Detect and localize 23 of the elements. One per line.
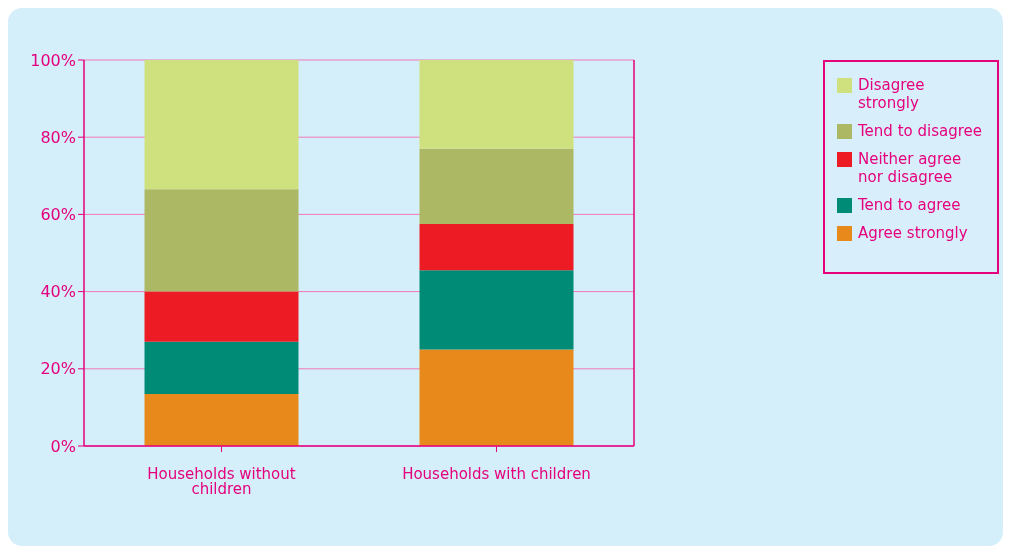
x-tick-label: Households without children (147, 464, 296, 498)
bar (419, 148, 574, 225)
y-tick-label: 40% (40, 282, 76, 302)
legend-label: Tend to disagree (858, 122, 982, 140)
bar (419, 349, 574, 446)
x-tick-label: Households with children (402, 464, 591, 483)
bar (419, 224, 574, 271)
legend-label: Agree strongly (858, 224, 968, 242)
y-tick-label: 100% (30, 50, 76, 70)
legend-label: Disagree strongly (858, 76, 926, 112)
y-tick-label: 80% (40, 127, 76, 147)
legend-label: Tend to agree (858, 196, 961, 214)
bar (419, 60, 574, 149)
bar (144, 60, 299, 190)
bar (144, 189, 299, 292)
y-tick-label: 0% (50, 436, 76, 456)
bar (144, 341, 299, 394)
y-tick-label: 20% (40, 359, 76, 379)
bar (144, 393, 299, 446)
y-tick-label: 60% (40, 205, 76, 225)
bar (144, 291, 299, 342)
legend-label: Neither agree nor disagree (858, 150, 963, 186)
bar (419, 270, 574, 350)
